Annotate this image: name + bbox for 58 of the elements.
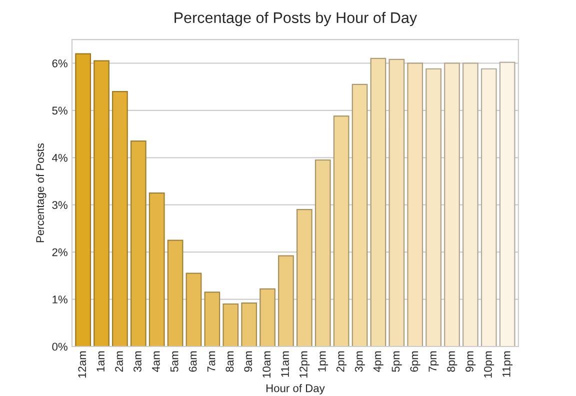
bar — [241, 302, 258, 346]
x-tick-label: 6pm — [410, 351, 420, 372]
bar — [370, 58, 386, 346]
x-tick-label: 5pm — [392, 351, 402, 372]
x-tick-label: 2pm — [336, 351, 346, 372]
x-tick-label: 2am — [115, 351, 123, 372]
bar — [426, 68, 442, 346]
bar — [352, 84, 368, 346]
bar — [260, 288, 276, 346]
x-tick-label: 5am — [170, 351, 178, 372]
bar — [407, 62, 424, 346]
y-tick-label: 1% — [52, 296, 68, 304]
bar — [186, 272, 202, 346]
bar — [222, 303, 239, 346]
x-tick-label: 7pm — [428, 351, 439, 372]
y-tick-label: 5% — [52, 106, 68, 115]
x-tick-label: 11am — [281, 351, 289, 377]
y-tick-label: 3% — [52, 201, 68, 209]
bar — [75, 53, 91, 346]
bar — [204, 292, 220, 346]
x-tick-label: 9am — [244, 351, 252, 372]
bar — [167, 240, 184, 346]
bar — [130, 140, 146, 346]
x-axis-title: Hour of Day — [266, 384, 325, 394]
y-tick-label: 0% — [52, 342, 68, 351]
x-tick-label: 4am — [152, 351, 160, 372]
bar — [112, 90, 128, 346]
x-tick-label: 11pm — [502, 351, 513, 377]
x-tick-label: 10am — [262, 351, 271, 378]
bar — [333, 116, 350, 346]
y-tick-label: 4% — [52, 154, 68, 162]
x-tick-label: 6am — [188, 351, 197, 372]
y-tick-label: 2% — [52, 248, 68, 256]
bar — [462, 62, 478, 346]
y-tick-label: 6% — [52, 59, 68, 68]
x-tick-label: 8am — [226, 351, 234, 372]
bar — [388, 58, 405, 346]
bar — [94, 60, 110, 346]
x-tick-label: 4pm — [373, 351, 384, 372]
x-tick-label: 3am — [134, 351, 142, 372]
bar — [278, 255, 294, 346]
x-tick-label: 12pm — [300, 351, 310, 378]
bar — [148, 192, 165, 346]
x-tick-label: 8pm — [447, 351, 458, 372]
chart-title: Percentage of Posts by Hour of Day — [174, 12, 418, 26]
bar — [480, 68, 497, 346]
x-tick-label: 1pm — [318, 351, 328, 372]
y-axis-title: Percentage of Posts — [36, 143, 46, 242]
x-tick-label: 7am — [207, 351, 216, 372]
x-tick-label: 1am — [96, 351, 104, 372]
x-tick-label: 9pm — [466, 351, 476, 372]
bar — [296, 209, 312, 346]
bar — [314, 159, 331, 346]
bar — [444, 62, 460, 346]
x-tick-label: 12am — [78, 351, 86, 378]
x-tick-label: 10pm — [484, 351, 494, 378]
bar — [499, 62, 516, 346]
x-tick-label: 3pm — [354, 351, 365, 372]
